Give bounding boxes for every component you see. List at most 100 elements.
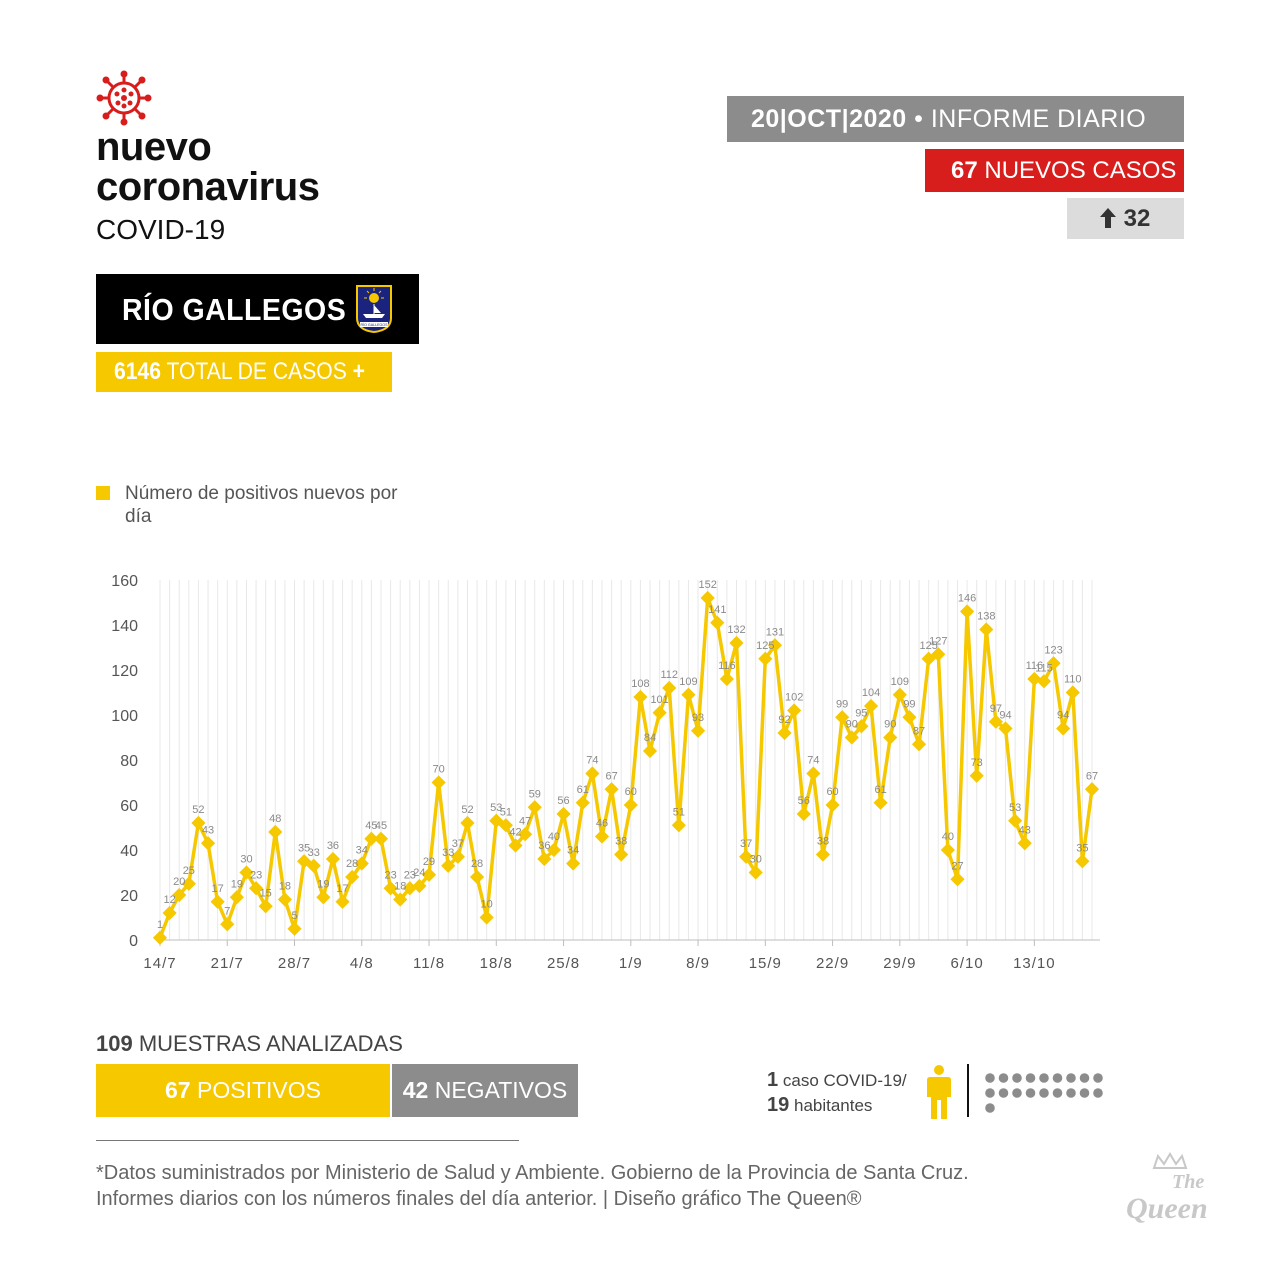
footer-divider [96, 1140, 519, 1141]
data-label: 37 [740, 838, 752, 850]
data-point [1075, 854, 1090, 869]
data-label: 99 [836, 698, 848, 710]
data-label: 141 [708, 604, 726, 616]
data-label: 29 [423, 856, 435, 868]
data-label: 146 [958, 593, 976, 605]
data-label: 125 [756, 640, 774, 652]
data-label: 60 [625, 786, 637, 798]
data-point [556, 806, 571, 822]
negative-label: NEGATIVOS [434, 1077, 568, 1103]
y-tick-label: 60 [120, 798, 138, 815]
change-value: 32 [1123, 205, 1151, 232]
data-point [979, 622, 994, 637]
data-label: 28 [471, 858, 483, 870]
population-dot [1079, 1088, 1090, 1098]
data-point [719, 671, 734, 687]
legend-label: Número de positivos nuevos por día [125, 483, 398, 527]
data-label: 38 [615, 836, 627, 848]
data-label: 112 [660, 669, 678, 681]
total-cases-badge: 6146 TOTAL DE CASOS + [96, 352, 392, 392]
data-point [364, 831, 379, 846]
data-label: 51 [500, 806, 512, 818]
data-point [931, 647, 946, 662]
negative-samples-bar: 42 NEGATIVOS [392, 1064, 578, 1117]
report-separator: • [914, 105, 924, 133]
samples-total-label: MUESTRAS ANALIZADAS [138, 1031, 403, 1056]
city-box: RÍO GALLEGOS RÍO GALLEGOS [96, 274, 419, 344]
data-label: 87 [913, 725, 925, 737]
data-point [431, 775, 446, 790]
data-point [220, 917, 235, 932]
population-dot [1093, 1073, 1103, 1083]
series-line [158, 596, 1094, 939]
data-label: 17 [336, 883, 348, 895]
x-tick-label: 22/9 [816, 955, 849, 972]
data-label: 52 [192, 804, 204, 816]
data-label: 15 [260, 887, 272, 899]
data-label: 125 [919, 640, 937, 652]
data-label: 59 [529, 788, 541, 800]
data-label: 25 [183, 865, 195, 877]
population-dot [998, 1073, 1009, 1083]
x-tick-label: 4/8 [350, 955, 374, 972]
data-point [940, 842, 955, 858]
ratio-cases-value: 1 [767, 1069, 779, 1091]
negative-value: 42 [402, 1077, 429, 1103]
y-tick-label: 40 [120, 843, 138, 860]
data-label: 18 [394, 881, 406, 893]
data-label: 101 [650, 694, 668, 706]
chart-series [152, 590, 1100, 945]
data-point [287, 921, 302, 936]
new-cases-label: NUEVOS CASOS [984, 157, 1177, 184]
data-label: 74 [586, 755, 598, 767]
data-point [825, 797, 840, 813]
data-point [815, 847, 831, 862]
data-point [210, 894, 225, 909]
data-point [1046, 656, 1061, 671]
data-point [546, 842, 562, 858]
report-type: INFORME DIARIO [930, 105, 1147, 133]
population-dot [1012, 1088, 1022, 1098]
data-label: 84 [644, 732, 656, 744]
data-point [911, 737, 927, 752]
samples-title: 109 MUESTRAS ANALIZADAS [96, 1031, 403, 1057]
title-line-1: nuevo [96, 125, 212, 169]
new-cases-value: 67 [951, 157, 978, 184]
population-dot [1052, 1073, 1063, 1083]
data-label: 108 [631, 678, 649, 690]
data-label: 102 [785, 692, 803, 704]
data-point [806, 766, 821, 781]
population-dot [985, 1073, 995, 1083]
data-label: 33 [442, 847, 454, 859]
data-point [316, 890, 331, 905]
x-tick-label: 28/7 [278, 955, 311, 972]
change-badge: 32 [1067, 198, 1184, 239]
data-label: 97 [990, 703, 1002, 715]
data-point [681, 687, 696, 702]
data-point [844, 730, 859, 745]
data-label: 1 [157, 919, 163, 931]
data-point [594, 829, 610, 844]
data-point [191, 815, 206, 831]
ratio-divider [967, 1064, 969, 1117]
data-point [162, 905, 177, 921]
data-label: 123 [1044, 644, 1062, 656]
data-label: 74 [807, 755, 819, 767]
population-dot [1066, 1073, 1076, 1083]
y-tick-label: 160 [111, 573, 138, 590]
data-point [508, 838, 523, 853]
data-label: 109 [891, 676, 909, 688]
y-tick-label: 80 [120, 753, 138, 770]
data-point [969, 768, 984, 783]
data-point [325, 851, 341, 867]
data-point [527, 800, 542, 815]
population-dot [1093, 1088, 1103, 1098]
data-label: 61 [577, 784, 589, 796]
virus-icon [96, 70, 152, 126]
data-point [1036, 674, 1052, 689]
data-point [748, 865, 763, 880]
x-tick-label: 25/8 [547, 955, 580, 972]
ratio-text: 1 caso COVID-19/ 19 habitantes [767, 1068, 907, 1118]
y-tick-label: 0 [129, 933, 138, 950]
data-point [181, 876, 196, 891]
